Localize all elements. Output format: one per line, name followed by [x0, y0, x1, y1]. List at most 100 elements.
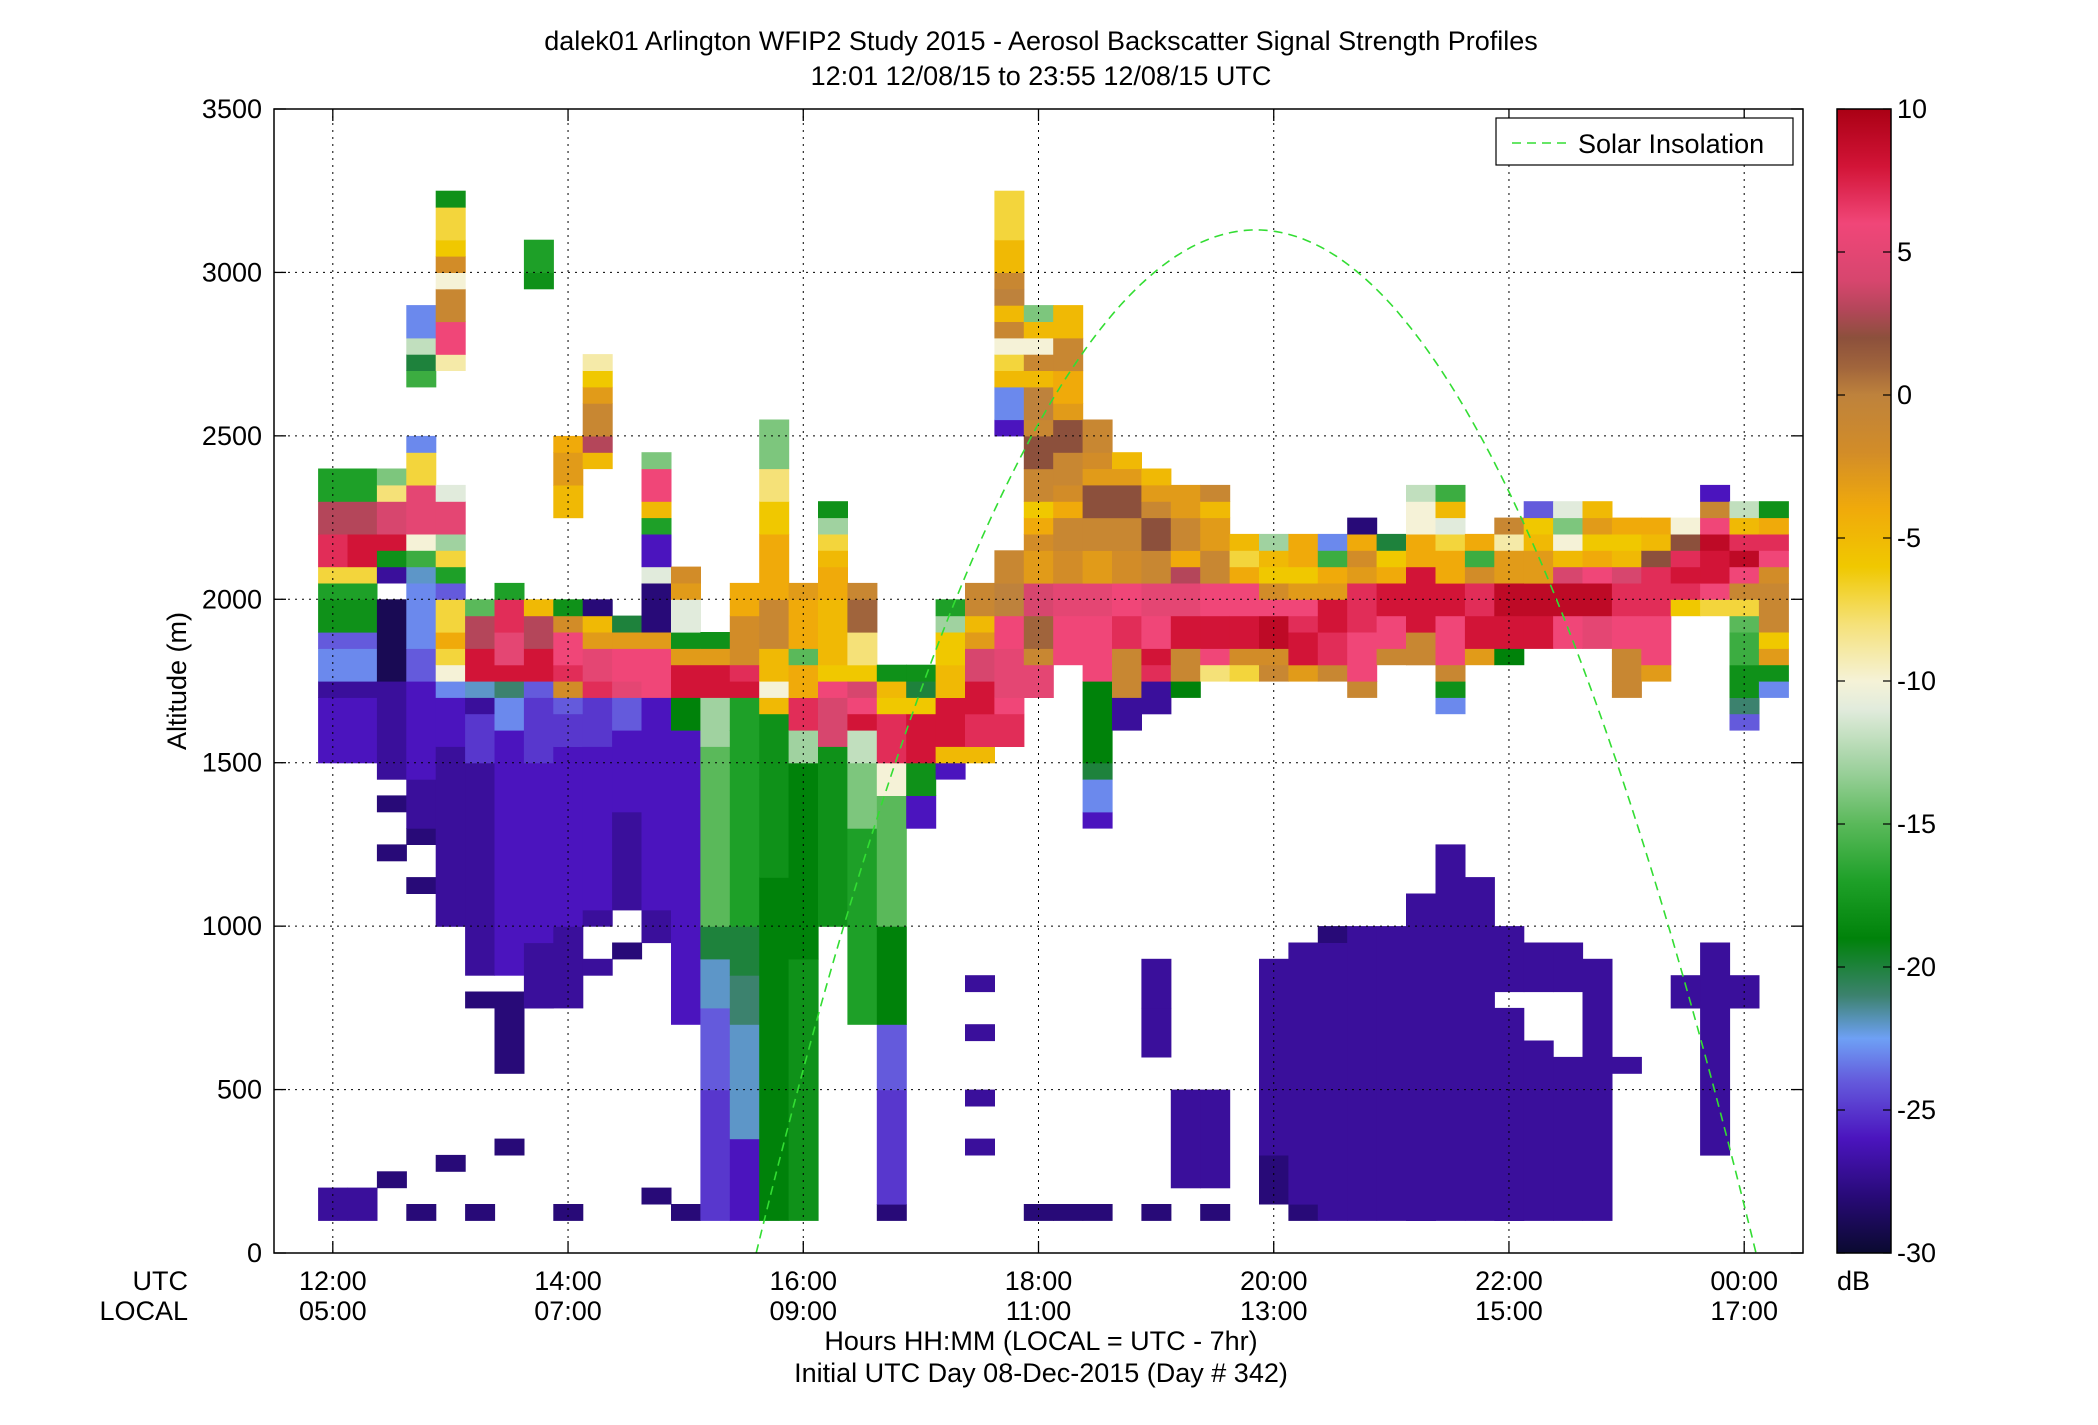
heatmap-cell — [347, 501, 378, 535]
heatmap-cell — [1582, 517, 1613, 535]
heatmap-cell — [406, 452, 437, 486]
heatmap-cell — [1611, 517, 1642, 535]
heatmap-cell — [1435, 844, 1466, 1221]
heatmap-cell — [1170, 550, 1201, 568]
heatmap-cell — [729, 664, 760, 682]
heatmap-cell — [1406, 484, 1436, 502]
heatmap-cell — [523, 681, 554, 698]
heatmap-cell — [671, 582, 701, 600]
heatmap-cell — [876, 1024, 907, 1091]
heatmap-cell — [641, 762, 672, 911]
heatmap-cell — [347, 566, 378, 584]
legend-label: Solar Insolation — [1578, 129, 1764, 159]
y-tick-label: 500 — [217, 1075, 262, 1105]
heatmap-cell — [523, 648, 554, 682]
heatmap-cell — [1053, 1204, 1084, 1221]
heatmap-cell — [1053, 615, 1084, 666]
heatmap-cell — [1229, 648, 1260, 666]
heatmap-cell — [1347, 582, 1378, 633]
heatmap-cell — [759, 468, 790, 502]
heatmap-cell — [965, 975, 995, 993]
heatmap-cell — [965, 615, 995, 633]
heatmap-cell — [1053, 550, 1084, 584]
heatmap-cell — [965, 681, 995, 715]
heatmap-cell — [994, 386, 1025, 421]
y-tick-labels: 0 500 1000 1500 2000 2500 3000 3500 — [202, 94, 262, 1268]
heatmap-cell — [994, 272, 1025, 290]
heatmap-cell — [435, 582, 466, 600]
heatmap-cell — [935, 746, 966, 764]
heatmap-cell — [1758, 533, 1789, 551]
heatmap-cell — [1611, 566, 1642, 584]
legend: Solar Insolation — [1495, 117, 1794, 166]
heatmap-cell — [406, 648, 437, 682]
heatmap-cell — [1082, 550, 1113, 584]
heatmap-cell — [582, 648, 613, 682]
heatmap-cell — [1376, 615, 1407, 649]
heatmap-cell — [612, 942, 643, 960]
colorbar-tick-label: 10 — [1897, 94, 1927, 124]
heatmap-cell — [729, 1024, 760, 1140]
heatmap-cell — [318, 697, 349, 764]
heatmap-cell — [1611, 533, 1642, 551]
y-tick-label: 3000 — [202, 257, 262, 287]
colorbar-tick-label: -10 — [1897, 666, 1936, 696]
heatmap-cell — [1141, 484, 1172, 502]
heatmap-cell — [847, 681, 878, 698]
heatmap-cell — [1141, 1007, 1172, 1058]
heatmap-cell — [1317, 632, 1348, 666]
heatmap-cell — [729, 615, 760, 666]
heatmap-cell — [435, 207, 466, 241]
heatmap-cell — [582, 697, 613, 747]
heatmap-cell — [1288, 615, 1319, 633]
heatmap-cell — [553, 435, 584, 453]
heatmap-cell — [1347, 975, 1378, 1221]
heatmap-cell — [700, 1089, 731, 1221]
heatmap-cell — [1553, 566, 1584, 584]
heatmap-cell — [1700, 517, 1731, 535]
heatmap-cell — [1347, 566, 1378, 584]
heatmap-cell — [582, 599, 613, 617]
heatmap-cell — [406, 305, 437, 339]
heatmap-cell — [406, 435, 437, 453]
heatmap-cell — [1494, 566, 1525, 584]
heatmap-cell — [435, 533, 466, 551]
heatmap-cell — [406, 550, 437, 568]
heatmap-cell — [906, 762, 937, 796]
heatmap-cell — [876, 1089, 907, 1205]
heatmap-cell — [994, 337, 1025, 355]
heatmap-cell — [318, 632, 349, 649]
heatmap-cell — [1494, 533, 1525, 551]
heatmap-cell — [1229, 550, 1260, 568]
heatmap-cell — [435, 288, 466, 323]
heatmap-cell — [465, 713, 496, 764]
heatmap-cell — [1082, 1204, 1113, 1221]
heatmap-cell — [1229, 566, 1260, 584]
legend-box — [1495, 117, 1794, 166]
heatmap-cell — [1259, 664, 1289, 682]
heatmap-cell — [1582, 566, 1613, 584]
heatmap-cell — [1582, 550, 1613, 568]
heatmap-cell — [876, 926, 907, 1025]
heatmap-cell — [406, 484, 437, 535]
heatmap-cell — [1553, 942, 1584, 993]
x-tick-label-local: 07:00 — [534, 1296, 602, 1326]
heatmap-cell — [1406, 533, 1436, 568]
heatmap-cell — [376, 533, 407, 551]
heatmap-cell — [935, 615, 966, 633]
heatmap-cell — [1376, 566, 1407, 584]
heatmap-cell — [582, 370, 613, 388]
heatmap-cell — [406, 566, 437, 584]
heatmap-cell — [523, 615, 554, 649]
y-tick-label: 2500 — [202, 421, 262, 451]
heatmap-cell — [1170, 517, 1201, 551]
y-tick-label: 1000 — [202, 911, 262, 941]
heatmap-cell — [1464, 533, 1495, 551]
heatmap-cell — [1347, 681, 1378, 698]
heatmap-cell — [347, 697, 378, 764]
heatmap-cell — [1053, 582, 1084, 617]
heatmap-cell — [435, 354, 466, 371]
heatmap-cell — [641, 681, 672, 698]
heatmap-cell — [1406, 599, 1436, 633]
heatmap-cell — [1288, 632, 1319, 666]
